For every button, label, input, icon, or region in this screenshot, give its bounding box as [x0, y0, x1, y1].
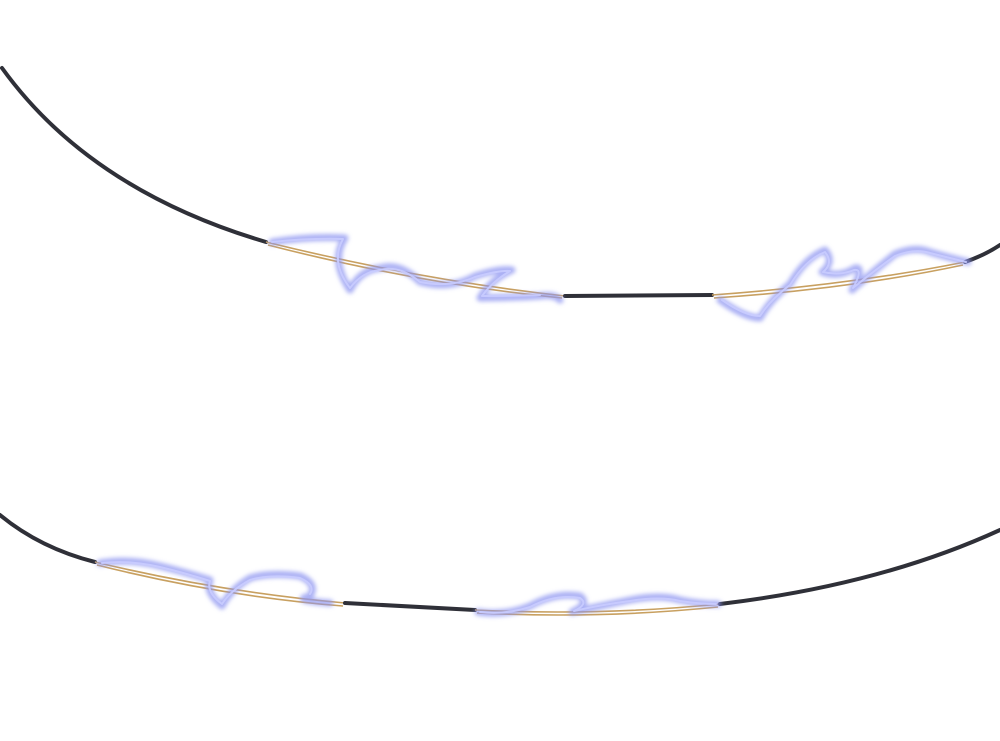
spark-core — [479, 596, 717, 614]
spark — [96, 557, 334, 610]
spark — [716, 245, 972, 322]
top-wire — [0, 66, 1000, 299]
insulation — [343, 601, 477, 612]
spark-core — [101, 561, 313, 605]
bottom-wire — [0, 513, 1000, 616]
insulation — [563, 293, 714, 298]
insulation — [0, 513, 97, 564]
spark-core — [721, 250, 967, 317]
insulation — [718, 528, 1000, 606]
sparks — [96, 234, 972, 617]
bare-wire — [711, 261, 966, 296]
bare-wire — [713, 264, 964, 299]
bare-wire — [265, 241, 566, 297]
spark-core — [271, 237, 541, 297]
insulation — [0, 66, 268, 244]
